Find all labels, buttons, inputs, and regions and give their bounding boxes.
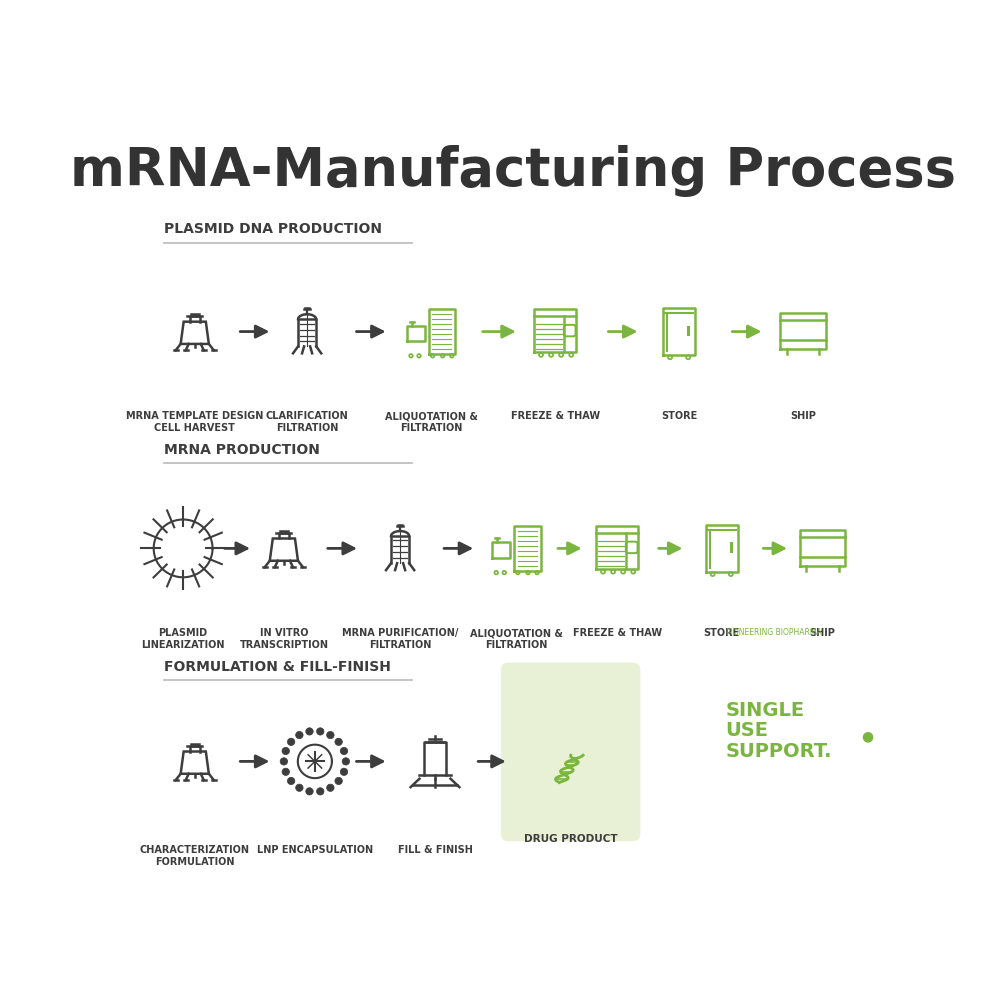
Circle shape: [280, 758, 288, 765]
Circle shape: [287, 778, 295, 784]
Text: FREEZE & THAW: FREEZE & THAW: [573, 628, 662, 638]
Circle shape: [287, 738, 295, 746]
Circle shape: [282, 747, 289, 755]
Text: FREEZE & THAW: FREEZE & THAW: [511, 411, 600, 422]
Text: mRNA-Manufacturing Process: mRNA-Manufacturing Process: [70, 145, 956, 198]
Circle shape: [340, 768, 348, 776]
Text: SHIP: SHIP: [790, 411, 816, 422]
FancyBboxPatch shape: [501, 663, 640, 842]
Text: CLARIFICATION
FILTRATION: CLARIFICATION FILTRATION: [266, 411, 349, 433]
Circle shape: [327, 731, 334, 739]
Text: MRNA PRODUCTION: MRNA PRODUCTION: [164, 443, 320, 457]
Text: STORE: STORE: [704, 628, 740, 638]
Text: MRNA TEMPLATE DESIGN
CELL HARVEST: MRNA TEMPLATE DESIGN CELL HARVEST: [126, 411, 263, 433]
Circle shape: [306, 787, 313, 795]
Circle shape: [335, 778, 342, 784]
Circle shape: [335, 738, 342, 746]
Circle shape: [282, 768, 289, 776]
Text: DRUG PRODUCT: DRUG PRODUCT: [524, 834, 617, 844]
Text: PLASMID DNA PRODUCTION: PLASMID DNA PRODUCTION: [164, 222, 382, 236]
Text: FILL & FINISH: FILL & FINISH: [398, 845, 472, 855]
Text: FORMULATION & FILL-FINISH: FORMULATION & FILL-FINISH: [164, 660, 391, 674]
Text: ALIQUOTATION &
FILTRATION: ALIQUOTATION & FILTRATION: [470, 628, 563, 650]
Circle shape: [296, 731, 303, 739]
Text: ●: ●: [861, 729, 873, 743]
Text: STORE: STORE: [661, 411, 697, 422]
Text: LNP ENCAPSULATION: LNP ENCAPSULATION: [257, 845, 373, 855]
Text: PLASMID
LINEARIZATION: PLASMID LINEARIZATION: [141, 628, 225, 650]
Circle shape: [317, 728, 324, 735]
Circle shape: [296, 784, 303, 791]
Text: IN VITRO
TRANSCRIPTION: IN VITRO TRANSCRIPTION: [239, 628, 328, 650]
Text: SINGLE
USE
SUPPORT.: SINGLE USE SUPPORT.: [726, 700, 832, 761]
Circle shape: [306, 728, 313, 735]
Circle shape: [317, 787, 324, 795]
Text: MRNA PURIFICATION/
FILTRATION: MRNA PURIFICATION/ FILTRATION: [342, 628, 458, 650]
Text: PIONEERING BIOPHARMA: PIONEERING BIOPHARMA: [726, 628, 821, 637]
Circle shape: [340, 747, 348, 755]
Text: ALIQUOTATION &
FILTRATION: ALIQUOTATION & FILTRATION: [385, 411, 478, 433]
Circle shape: [342, 758, 350, 765]
Text: CHARACTERIZATION
FORMULATION: CHARACTERIZATION FORMULATION: [140, 845, 250, 866]
Text: SHIP: SHIP: [810, 628, 835, 638]
Circle shape: [327, 784, 334, 791]
